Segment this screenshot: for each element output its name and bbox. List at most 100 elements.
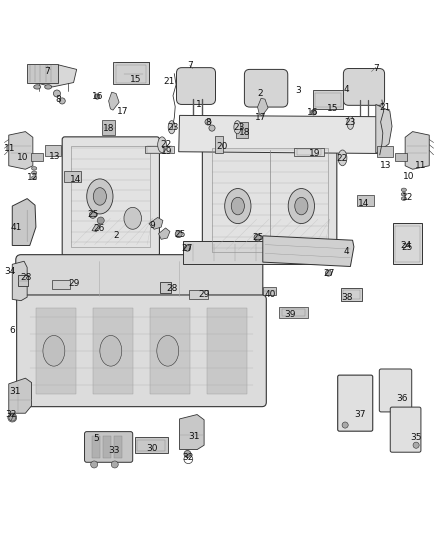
Text: 22: 22: [336, 154, 347, 163]
Polygon shape: [258, 98, 268, 116]
Text: 7: 7: [373, 63, 379, 72]
Polygon shape: [149, 217, 163, 229]
Ellipse shape: [205, 119, 211, 125]
Bar: [150, 308, 190, 393]
Ellipse shape: [311, 110, 316, 115]
FancyBboxPatch shape: [390, 407, 421, 452]
Text: 31: 31: [9, 387, 21, 396]
Polygon shape: [405, 132, 429, 169]
Ellipse shape: [209, 125, 215, 131]
Bar: [282, 310, 305, 317]
Bar: [52, 280, 70, 289]
Text: 32: 32: [183, 453, 194, 462]
Ellipse shape: [342, 422, 348, 428]
Text: 27: 27: [324, 269, 335, 278]
Polygon shape: [179, 115, 381, 154]
Text: 12: 12: [27, 173, 39, 182]
FancyBboxPatch shape: [85, 432, 133, 462]
Bar: [313, 91, 343, 109]
Bar: [279, 307, 308, 318]
Bar: [343, 290, 360, 300]
Text: 35: 35: [410, 433, 422, 442]
Ellipse shape: [34, 85, 41, 89]
Text: 5: 5: [93, 434, 99, 443]
Polygon shape: [92, 223, 100, 231]
Ellipse shape: [43, 335, 65, 366]
Bar: [93, 308, 133, 393]
Bar: [215, 136, 223, 152]
Ellipse shape: [234, 120, 241, 134]
Ellipse shape: [401, 197, 406, 200]
Bar: [102, 120, 115, 135]
Bar: [297, 149, 321, 155]
Text: 22: 22: [160, 140, 171, 149]
Bar: [147, 147, 172, 152]
Bar: [212, 148, 328, 252]
Text: 7: 7: [187, 61, 193, 70]
Text: 19: 19: [161, 147, 172, 156]
Text: 11: 11: [4, 144, 15, 153]
Ellipse shape: [53, 90, 60, 97]
Text: 23: 23: [167, 123, 178, 132]
Ellipse shape: [401, 192, 406, 196]
Text: 39: 39: [284, 310, 296, 319]
FancyBboxPatch shape: [343, 69, 385, 106]
Polygon shape: [376, 104, 392, 154]
Ellipse shape: [157, 335, 179, 366]
Text: 14: 14: [358, 199, 369, 208]
Bar: [31, 152, 43, 160]
Bar: [236, 123, 248, 138]
Text: 29: 29: [68, 279, 79, 288]
Ellipse shape: [401, 188, 406, 191]
FancyBboxPatch shape: [183, 241, 350, 264]
Text: 10: 10: [403, 172, 415, 181]
Text: 16: 16: [307, 108, 319, 117]
Bar: [64, 172, 81, 182]
Ellipse shape: [100, 335, 122, 366]
Polygon shape: [180, 415, 204, 449]
Polygon shape: [9, 378, 32, 413]
Polygon shape: [109, 92, 119, 110]
Bar: [393, 223, 422, 264]
Ellipse shape: [184, 245, 191, 251]
Text: 33: 33: [108, 446, 120, 455]
Bar: [263, 287, 276, 295]
Ellipse shape: [45, 85, 52, 89]
Polygon shape: [159, 228, 170, 239]
Text: 17: 17: [117, 107, 128, 116]
Text: 15: 15: [327, 104, 339, 114]
Text: 34: 34: [4, 267, 15, 276]
Bar: [395, 152, 407, 160]
Text: 2: 2: [258, 89, 263, 98]
Ellipse shape: [59, 98, 65, 104]
Ellipse shape: [111, 461, 118, 468]
Bar: [45, 145, 61, 156]
Text: 38: 38: [342, 293, 353, 302]
Text: 7: 7: [44, 67, 50, 76]
Ellipse shape: [225, 189, 251, 223]
Ellipse shape: [168, 120, 175, 134]
FancyBboxPatch shape: [379, 369, 412, 412]
Text: 23: 23: [233, 123, 244, 132]
Text: 17: 17: [255, 113, 266, 122]
Polygon shape: [12, 199, 36, 246]
Bar: [145, 146, 174, 154]
Text: 21: 21: [380, 103, 391, 112]
Ellipse shape: [93, 188, 106, 205]
Text: 13: 13: [49, 151, 60, 160]
FancyBboxPatch shape: [202, 139, 337, 261]
Text: 19: 19: [309, 149, 320, 158]
Text: 12: 12: [402, 193, 413, 202]
Text: 25: 25: [88, 211, 99, 219]
Bar: [189, 290, 208, 300]
Ellipse shape: [254, 234, 261, 241]
Bar: [103, 437, 111, 458]
Ellipse shape: [288, 189, 314, 223]
Bar: [207, 308, 247, 393]
Bar: [341, 287, 362, 301]
FancyBboxPatch shape: [177, 68, 215, 104]
Text: 28: 28: [166, 284, 178, 293]
Text: 41: 41: [11, 223, 22, 232]
Text: 3: 3: [295, 86, 301, 95]
Text: 23: 23: [345, 118, 356, 127]
